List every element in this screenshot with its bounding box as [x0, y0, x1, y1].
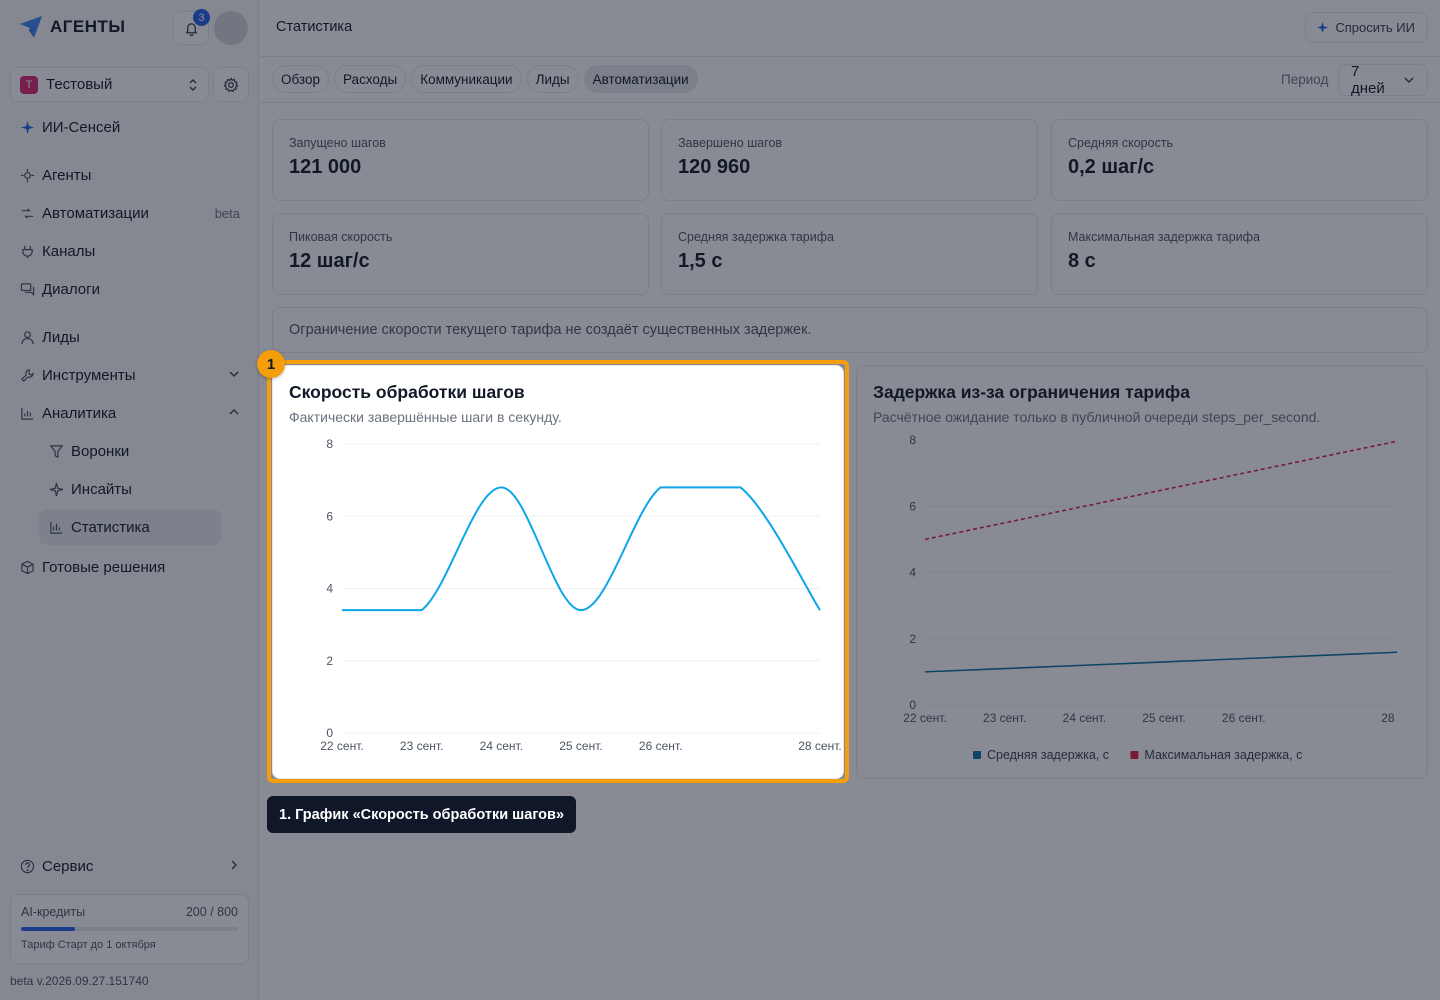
- highlight-frame: [267, 360, 849, 783]
- y-tick-label: 8: [326, 437, 333, 451]
- y-tick-label: 4: [326, 582, 333, 596]
- y-tick-label: 6: [326, 509, 333, 523]
- chart-subtitle: Фактически завершённые шаги в секунду.: [289, 409, 562, 425]
- callout-marker: 1: [257, 350, 285, 378]
- x-tick-label: 24 сент.: [480, 739, 523, 753]
- x-tick-label: 22 сент.: [320, 739, 363, 753]
- series-line: [342, 486, 821, 612]
- x-tick-label: 25 сент.: [559, 739, 602, 753]
- chart-card-speed: Скорость обработки шагов Фактически заве…: [272, 365, 844, 779]
- x-tick-label: 28 сент.: [798, 739, 841, 753]
- y-tick-label: 2: [326, 654, 333, 668]
- callout-label: 1. График «Скорость обработки шагов»: [267, 796, 577, 833]
- speed-chart: 0 2 4 6 8 22 сент. 23 сент. 24 сент. 25 сент. 26 …: [320, 437, 841, 753]
- chart-title: Скорость обработки шагов: [289, 382, 525, 402]
- x-tick-label: 23 сент.: [400, 739, 443, 753]
- y-tick-label: 0: [326, 726, 333, 740]
- x-tick-label: 26 сент.: [639, 739, 682, 753]
